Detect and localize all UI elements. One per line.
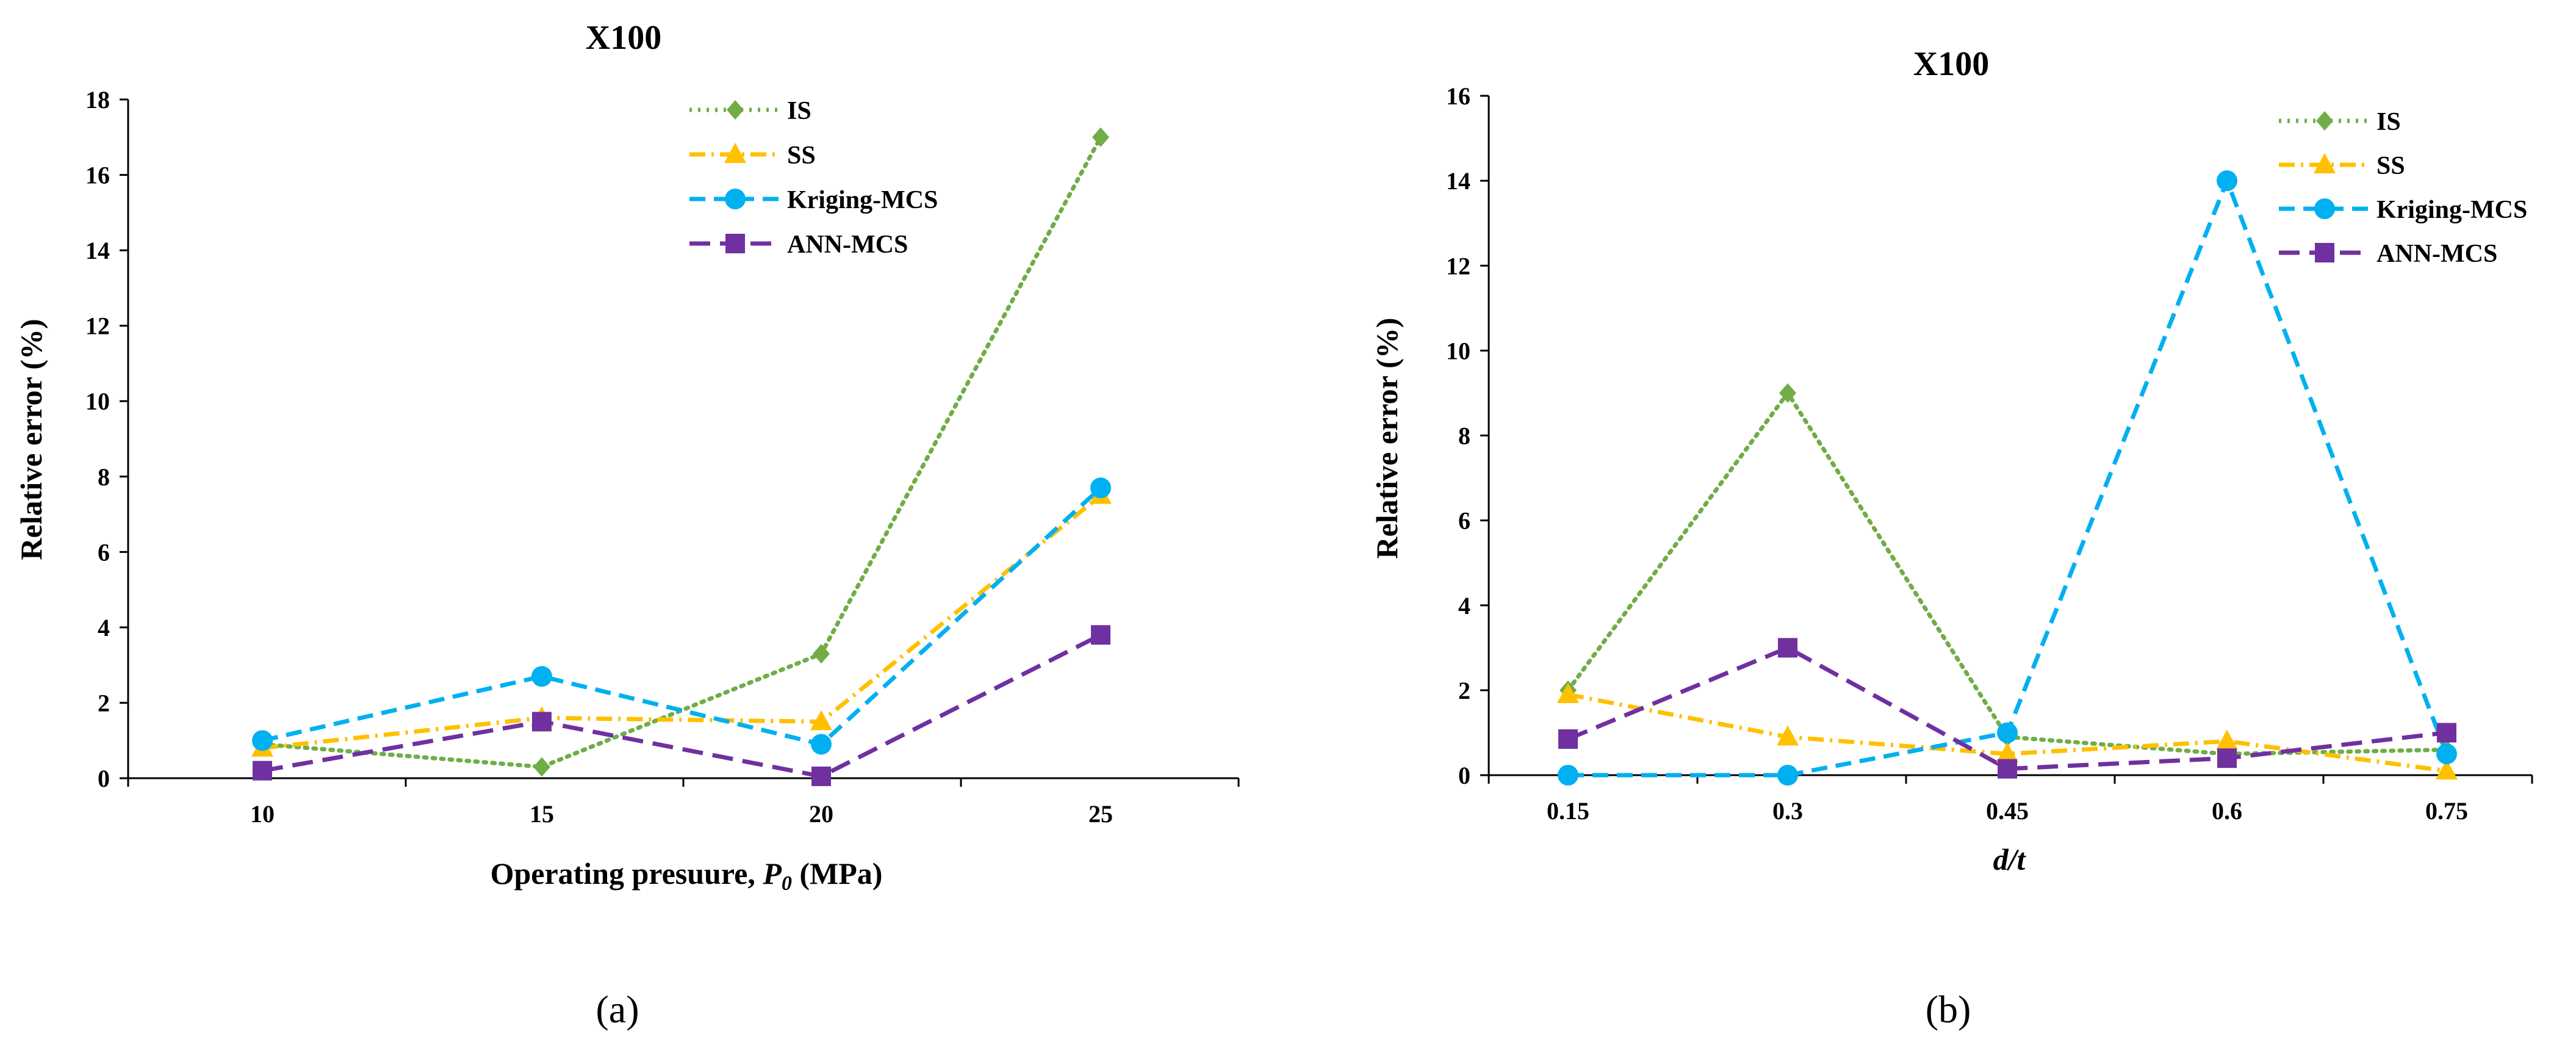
data-point-ann-mcs: [253, 761, 272, 781]
data-point-ss: [1777, 725, 1799, 746]
data-point-ann-mcs: [1998, 759, 2017, 779]
legend-label-ss: SS: [787, 142, 816, 170]
data-point-kriging-mcs: [252, 730, 273, 751]
data-point-ann-mcs: [2437, 723, 2456, 743]
data-point-ann-mcs: [532, 712, 552, 732]
y-tick-label: 10: [85, 388, 110, 415]
x-axis-label: Operating presuure, P0 (MPa): [491, 856, 883, 895]
x-axis-label-subscript: 0: [782, 872, 792, 895]
x-tick-label: 15: [530, 800, 554, 828]
series-line-kriging-mcs: [262, 486, 1103, 747]
chart-b: X100 0 2 4 6 8 10 12 14 16 0.15 0.3 0.45 0.6 0.75 Relat…: [1370, 45, 2533, 1031]
data-point-is: [813, 644, 830, 664]
chart-a: X100 0 2 4 6 8 10 12 14 16 18 10 15 20 25 Relative erro…: [14, 19, 1240, 1031]
data-point-kriging-mcs: [1777, 765, 1798, 786]
y-tick-label: 16: [85, 162, 110, 189]
y-tick-label: 2: [1458, 677, 1470, 704]
x-tick-label: 20: [809, 800, 833, 828]
data-point-ss: [2436, 759, 2458, 780]
y-tick-label: 0: [98, 765, 110, 792]
legend-marker-ss: [2314, 153, 2336, 173]
y-tick-label: 6: [1458, 507, 1470, 535]
legend-marker-kriging-mcs: [725, 189, 746, 209]
y-tick-label: 14: [85, 237, 110, 264]
x-tick-label: 0.15: [1547, 797, 1589, 825]
x-tick-label: 0.45: [1986, 797, 2029, 825]
series-line-ann-mcs: [262, 633, 1102, 779]
data-point-is: [1092, 127, 1109, 147]
data-point-kriging-mcs: [531, 666, 552, 687]
data-point-kriging-mcs: [2436, 743, 2457, 765]
data-point-kriging-mcs: [2217, 170, 2237, 192]
legend-marker-ann-mcs: [2315, 243, 2334, 262]
data-point-ss: [2216, 729, 2238, 750]
x-tick-label: 0.75: [2425, 797, 2468, 825]
legend-marker-ann-mcs: [725, 234, 745, 253]
y-tick-label: 4: [1458, 592, 1470, 620]
data-point-is: [533, 757, 550, 777]
x-tick-label: 25: [1088, 800, 1113, 828]
y-tick-label: 8: [98, 463, 110, 491]
series-line-is: [1566, 389, 2449, 756]
y-tick-label: 12: [85, 313, 110, 340]
x-axis-label: d/t: [1993, 842, 2027, 876]
y-axis-label: Relative error (%): [1370, 317, 1404, 558]
y-tick-label: 8: [1458, 422, 1470, 450]
data-point-kriging-mcs: [811, 734, 832, 755]
legend-label-kriging-mcs: Kriging-MCS: [2376, 196, 2527, 224]
legend-label-is: IS: [787, 97, 811, 125]
legend-marker-is: [2316, 111, 2333, 131]
data-point-kriging-mcs: [1997, 722, 2018, 743]
x-axis-label-symbol: P: [762, 856, 782, 891]
data-point-ann-mcs: [1558, 729, 1578, 749]
data-point-ann-mcs: [1091, 625, 1110, 645]
panel-label: (a): [595, 988, 639, 1031]
panel-label: (b): [1926, 988, 1971, 1031]
chart-title: X100: [1913, 45, 1989, 83]
y-tick-label: 18: [85, 86, 110, 114]
y-tick-label: 0: [1458, 762, 1470, 789]
y-tick-label: 14: [1446, 167, 1470, 195]
legend: IS SS Kriging-MCS ANN-MCS: [2279, 108, 2527, 268]
legend-label-ann-mcs: ANN-MCS: [787, 231, 908, 259]
data-point-is: [1779, 383, 1796, 403]
data-point-ann-mcs: [811, 766, 831, 786]
data-point-kriging-mcs: [1090, 477, 1111, 499]
legend-marker-is: [727, 100, 744, 120]
y-tick-label: 10: [1446, 337, 1470, 364]
data-point-ann-mcs: [2217, 748, 2237, 768]
x-tick-label: 0.6: [2212, 797, 2242, 825]
data-point-ss: [810, 710, 832, 731]
data-point-ss: [1996, 742, 2018, 763]
y-tick-label: 6: [98, 538, 110, 566]
y-tick-label: 2: [98, 689, 110, 717]
legend-marker-kriging-mcs: [2314, 198, 2335, 219]
y-tick-label: 4: [98, 614, 110, 641]
y-tick-label: 16: [1446, 82, 1470, 110]
series-line-ss: [262, 493, 1103, 751]
x-axis-label-suffix: (MPa): [792, 856, 883, 891]
legend-marker-ss: [724, 143, 746, 163]
x-tick-label: 0.3: [1772, 797, 1803, 825]
data-point-ss: [1557, 682, 1579, 703]
legend-label-ann-mcs: ANN-MCS: [2376, 240, 2497, 268]
series-line-is: [260, 135, 1103, 770]
legend: IS SS Kriging-MCS ANN-MCS: [689, 97, 938, 259]
chart-title: X100: [586, 19, 661, 57]
data-point-ann-mcs: [1778, 638, 1797, 658]
x-tick-label: 10: [250, 800, 275, 828]
x-axis-label-prefix: Operating presuure,: [491, 856, 763, 891]
y-axis-label: Relative error (%): [14, 319, 48, 560]
data-point-kriging-mcs: [1558, 765, 1578, 786]
legend-label-is: IS: [2376, 108, 2401, 136]
legend-label-ss: SS: [2376, 152, 2405, 180]
legend-label-kriging-mcs: Kriging-MCS: [787, 186, 938, 214]
y-tick-label: 12: [1446, 252, 1470, 280]
